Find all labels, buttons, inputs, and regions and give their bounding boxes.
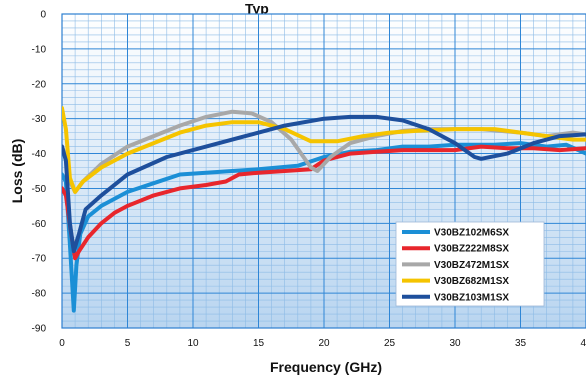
y-axis-title: Loss (dB) — [9, 139, 25, 204]
x-tick-label: 0 — [59, 338, 65, 349]
series-line-2 — [62, 144, 586, 261]
legend-label: V30BZ682M1SX — [434, 276, 509, 287]
series-line-4 — [62, 106, 586, 194]
y-tick-label: -20 — [32, 79, 47, 90]
x-tick-label: 35 — [515, 338, 527, 349]
plot-frame — [61, 13, 586, 329]
legend-label: V30BZ102M6SX — [434, 228, 509, 239]
x-tick-label: 25 — [384, 338, 396, 349]
chart-title: Typ — [245, 0, 269, 16]
major-grid — [62, 14, 586, 328]
x-axis-title: Frequency (GHz) — [270, 359, 382, 375]
x-tick-label: 5 — [125, 338, 131, 349]
legend-label: V30BZ222M8SX — [434, 244, 509, 255]
x-tick-label: 15 — [253, 338, 265, 349]
legend: V30BZ102M6SX V30BZ222M8SX V30BZ472M1SX V30B… — [395, 221, 545, 307]
x-tick-label: 40 — [580, 338, 586, 349]
y-tick-label: -10 — [32, 44, 47, 55]
legend-label: V30BZ472M1SX — [434, 260, 509, 271]
series-lines — [62, 106, 586, 313]
y-tick-label: -70 — [32, 254, 47, 265]
y-tick-label: -50 — [32, 184, 47, 195]
y-tick-label: 0 — [40, 10, 46, 21]
y-tick-label: -60 — [32, 219, 47, 230]
x-tick-label: 20 — [318, 338, 330, 349]
y-tick-label: -80 — [32, 289, 47, 300]
x-tick-label: 10 — [187, 338, 199, 349]
x-axis-ticks: 0 5 10 15 20 25 30 35 40 — [59, 338, 586, 349]
x-tick-label: 30 — [449, 338, 461, 349]
y-axis-ticks: 0 -10 -20 -30 -40 -50 -60 -70 -80 -90 — [32, 10, 47, 335]
y-tick-label: -30 — [32, 114, 47, 125]
series-line-5 — [62, 114, 586, 254]
legend-label: V30BZ103M1SX — [434, 292, 509, 303]
series-line-1 — [62, 141, 586, 313]
y-tick-label: -90 — [32, 324, 47, 335]
y-tick-label: -40 — [32, 149, 47, 160]
